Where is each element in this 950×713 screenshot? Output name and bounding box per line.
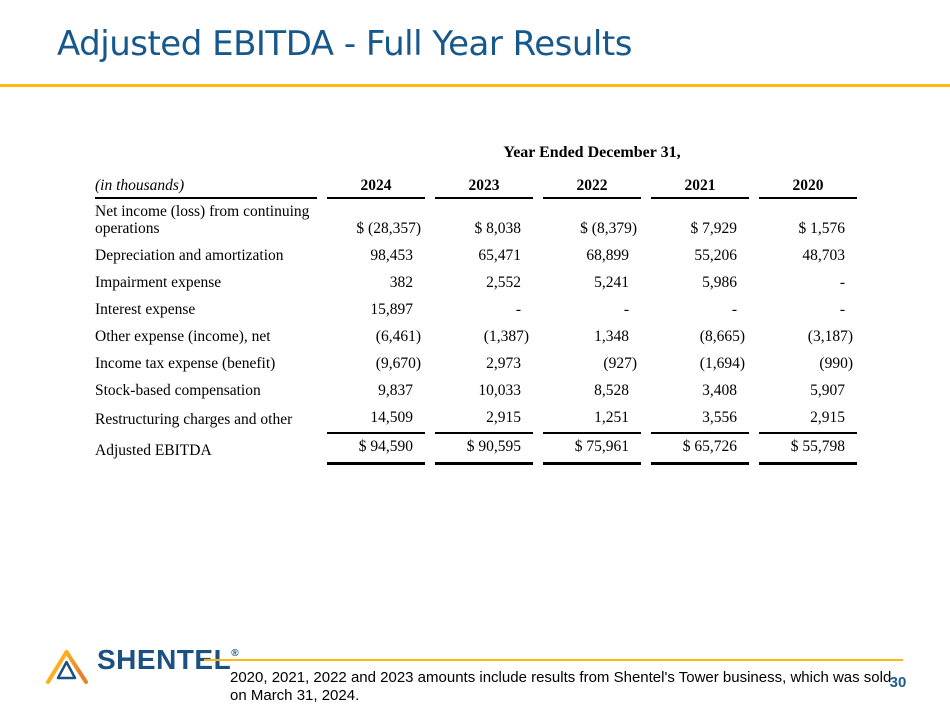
cell-value: (927) (603, 355, 637, 373)
table-body: Net income (loss) from continuing operat… (95, 199, 857, 466)
row-label: Adjusted EBITDA (95, 442, 212, 460)
table-row: Income tax expense (benefit) (9,670) 2,973… (95, 351, 857, 378)
cell-value: (8,665) (699, 328, 745, 346)
cell-value: (1,694) (699, 355, 745, 373)
cell-value: 48,703 (802, 247, 845, 265)
cell-value: 5,907 (810, 382, 845, 400)
cell-value: 2,973 (486, 355, 521, 373)
table-row: Stock-based compensation 9,837 10,033 8,528… (95, 378, 857, 405)
cell-value: $ 90,595 (435, 434, 533, 466)
cell-value: - (839, 274, 845, 292)
cell-value: 3,556 (651, 405, 749, 435)
cell-value: $ (8,379) (580, 220, 637, 238)
year-column-header: 2024 (327, 177, 425, 199)
table-row: Impairment expense 382 2,552 5,241 5,986 - (95, 270, 857, 297)
cell-value: 1,251 (543, 405, 641, 435)
row-label: Interest expense (95, 301, 196, 319)
row-label: Restructuring charges and other (95, 411, 293, 429)
table-row: Interest expense 15,897 - - - - (95, 297, 857, 324)
footnote-text: 2020, 2021, 2022 and 2023 amounts includ… (230, 669, 892, 705)
title-divider (0, 84, 950, 87)
cell-value: $ 7,929 (690, 220, 738, 238)
cell-value: 65,471 (478, 247, 521, 265)
cell-value: 3,408 (702, 382, 737, 400)
financial-table: Year Ended December 31, (in thousands) 2… (95, 144, 857, 466)
cell-value: - (839, 301, 845, 319)
cell-value: $ 1,576 (798, 220, 846, 238)
cell-value: $ (28,357) (356, 220, 421, 238)
cell-value: $ 8,038 (474, 220, 522, 238)
table-row: Net income (loss) from continuing operat… (95, 199, 857, 243)
row-label: Other expense (income), net (95, 328, 271, 346)
year-column-header: 2023 (435, 177, 533, 199)
page-number: 30 (889, 674, 907, 691)
table-row: Restructuring charges and other 14,509 2,9… (95, 405, 857, 435)
cell-value: (9,670) (375, 355, 421, 373)
year-column-header: 2022 (543, 177, 641, 199)
row-label: Depreciation and amortization (95, 247, 284, 265)
cell-value: - (515, 301, 521, 319)
cell-value: $ 75,961 (543, 434, 641, 466)
cell-value: (6,461) (375, 328, 421, 346)
cell-value: 2,552 (486, 274, 521, 292)
cell-value: 8,528 (594, 382, 629, 400)
table-group-header: Year Ended December 31, (503, 144, 681, 161)
shentel-logo: SHENTEL® (44, 646, 239, 685)
cell-value: 2,915 (759, 405, 857, 435)
table-row: Other expense (income), net (6,461) (1,387… (95, 324, 857, 351)
row-label: Net income (loss) from continuing operat… (95, 203, 310, 238)
cell-value: 5,241 (594, 274, 629, 292)
cell-value: 1,348 (594, 328, 629, 346)
table-group-header-row: Year Ended December 31, (95, 144, 857, 177)
table-row: Depreciation and amortization 98,453 65,47… (95, 243, 857, 270)
cell-value: - (731, 301, 737, 319)
cell-value: 98,453 (370, 247, 413, 265)
year-column-header: 2020 (759, 177, 857, 199)
registered-trademark-mark: ® (231, 648, 239, 659)
cell-value: 10,033 (478, 382, 521, 400)
cell-value: 55,206 (694, 247, 737, 265)
cell-value: $ 65,726 (651, 434, 749, 466)
year-column-header: 2021 (651, 177, 749, 199)
cell-value: 9,837 (378, 382, 413, 400)
cell-value: 15,897 (370, 301, 413, 319)
cell-value: 5,986 (702, 274, 737, 292)
footer-divider (204, 659, 903, 661)
cell-value: 68,899 (586, 247, 629, 265)
row-label: Stock-based compensation (95, 382, 261, 400)
cell-value: 14,509 (327, 405, 425, 435)
row-label: Impairment expense (95, 274, 222, 292)
cell-value: (990) (819, 355, 853, 373)
table-row: Adjusted EBITDA $ 94,590 $ 90,595 $ 75,961 $… (95, 434, 857, 466)
shentel-triangle-icon (46, 650, 88, 684)
cell-value: (1,387) (483, 328, 529, 346)
cell-value: 382 (389, 274, 413, 292)
cell-value: (3,187) (807, 328, 853, 346)
cell-value: - (623, 301, 629, 319)
row-label: Income tax expense (benefit) (95, 355, 276, 373)
cell-value: $ 55,798 (759, 434, 857, 466)
slide-title: Adjusted EBITDA - Full Year Results (57, 24, 632, 64)
group-header-spacer (95, 144, 317, 177)
unit-label: (in thousands) (95, 177, 317, 199)
cell-value: 2,915 (435, 405, 533, 435)
cell-value: $ 94,590 (327, 434, 425, 466)
table-header-row: (in thousands) 2024 2023 2022 2021 2020 (95, 177, 857, 199)
